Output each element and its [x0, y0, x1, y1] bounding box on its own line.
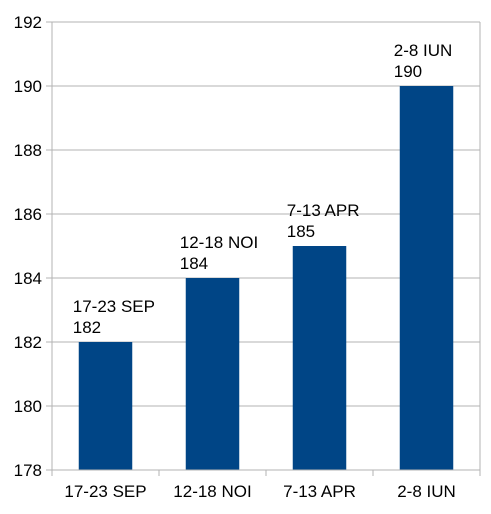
data-label-category: 7-13 APR — [287, 201, 360, 220]
y-tick-label: 184 — [14, 269, 42, 288]
y-tick-label: 188 — [14, 141, 42, 160]
x-tick-label: 17-23 SEP — [64, 482, 146, 501]
bar — [185, 278, 240, 470]
y-tick-label: 178 — [14, 461, 42, 480]
bar — [399, 86, 454, 470]
bar — [292, 246, 347, 470]
x-tick-label: 7-13 APR — [283, 482, 356, 501]
data-label-value: 190 — [394, 62, 422, 81]
data-label-value: 185 — [287, 222, 315, 241]
y-tick-label: 190 — [14, 77, 42, 96]
labels: 178 180 182 184 186 188 190 192 17-23 SEP 17-23 S… — [14, 13, 480, 501]
data-label-category: 2-8 IUN — [394, 41, 453, 60]
x-tick-label: 12-18 NOI — [173, 482, 251, 501]
data-label-value: 182 — [73, 318, 101, 337]
bars — [78, 86, 454, 470]
y-tick-label: 186 — [14, 205, 42, 224]
y-tick-label: 180 — [14, 397, 42, 416]
y-tick-label: 182 — [14, 333, 42, 352]
x-tick-label: 2-8 IUN — [397, 482, 456, 501]
axes — [46, 21, 481, 476]
data-label-category: 17-23 SEP — [73, 297, 155, 316]
bar — [78, 342, 133, 470]
data-label-value: 184 — [180, 254, 208, 273]
data-label-category: 12-18 NOI — [180, 233, 258, 252]
y-tick-label: 192 — [14, 13, 42, 32]
